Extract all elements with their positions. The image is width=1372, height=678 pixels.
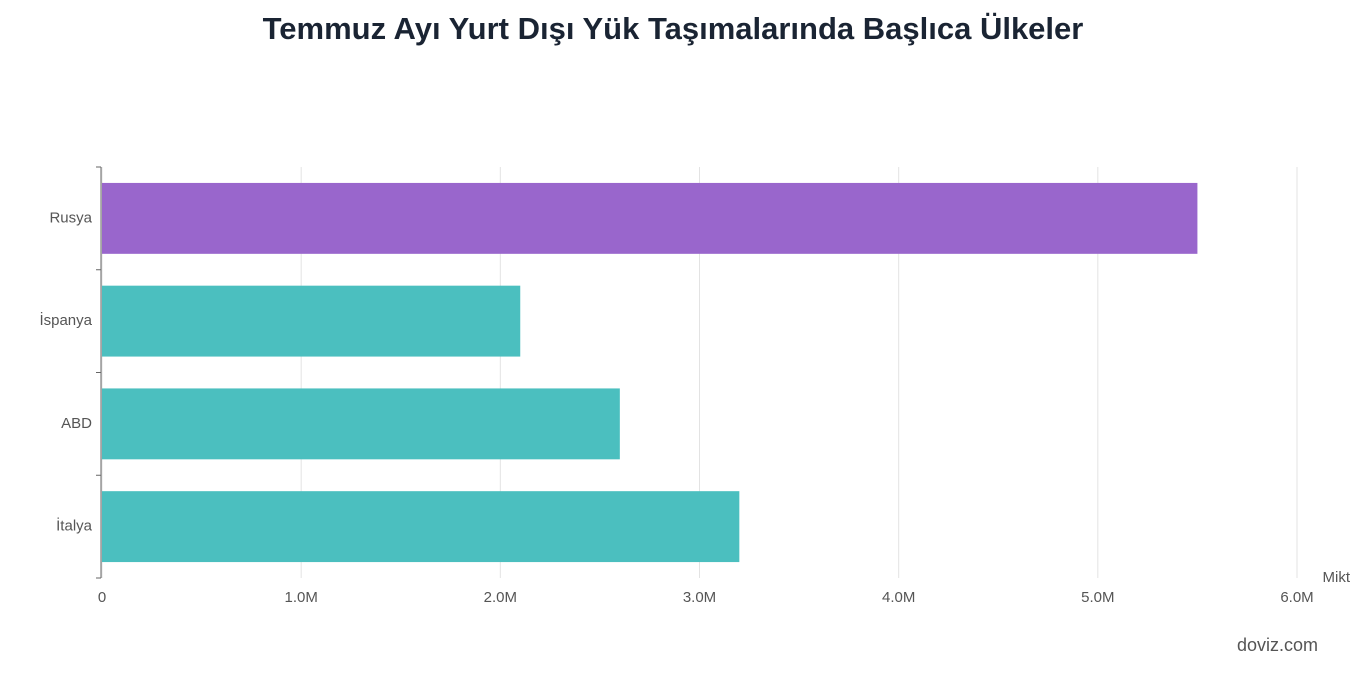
bar <box>102 285 521 357</box>
bar <box>102 182 1198 254</box>
x-tick-label: 3.0M <box>683 589 716 606</box>
y-tick-label: ABD <box>61 415 92 432</box>
y-tick-label: Rusya <box>49 209 92 226</box>
y-tick-label: İtalya <box>56 517 93 535</box>
bar <box>102 388 620 460</box>
x-axis-label: Mikt <box>1323 569 1351 586</box>
x-tick-label: 5.0M <box>1081 589 1114 606</box>
x-tick-label: 1.0M <box>284 589 317 606</box>
source: doviz.com <box>1237 635 1318 655</box>
x-tick-label: 6.0M <box>1280 589 1313 606</box>
chart-title: Temmuz Ayı Yurt Dışı Yük Taşımalarında B… <box>263 11 1084 46</box>
x-tick-label: 4.0M <box>882 589 915 606</box>
x-tick-label: 2.0M <box>484 589 517 606</box>
y-tick-label: İspanya <box>39 311 92 329</box>
x-tick-label: 0 <box>98 589 106 606</box>
bar <box>102 491 740 563</box>
